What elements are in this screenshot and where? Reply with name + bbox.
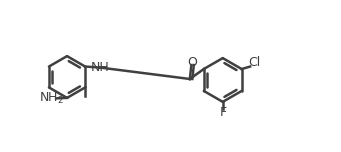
Text: F: F [220, 106, 227, 119]
Text: NH$_2$: NH$_2$ [39, 91, 64, 106]
Text: O: O [187, 56, 197, 69]
Text: Cl: Cl [249, 56, 261, 69]
Text: NH: NH [91, 61, 110, 74]
